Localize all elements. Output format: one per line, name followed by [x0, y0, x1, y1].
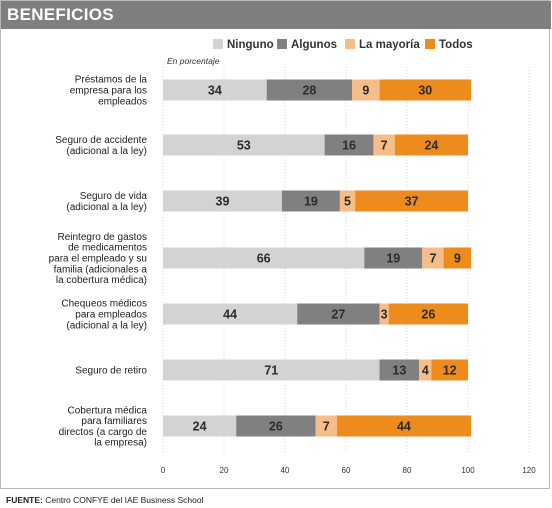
data-label: 30: [418, 84, 432, 98]
bars: 34 28 9 30 53 16 7 24 39 19 5 37 66 19 7 9 44 27 3 26 71 13 4 1…: [163, 79, 472, 437]
bar-segment: [373, 134, 395, 156]
data-label: 26: [421, 308, 435, 322]
bar-segment: [394, 134, 468, 156]
data-label: 24: [424, 139, 438, 153]
data-label: 4: [422, 364, 429, 378]
bar-segment: [336, 415, 472, 437]
legend: Ninguno Algunos La mayoría Todos: [213, 39, 473, 51]
x-tick-label: 20: [220, 466, 229, 475]
x-tick-label: 80: [403, 466, 412, 475]
data-label: 71: [264, 364, 278, 378]
category-label: Reintegro de gastos de medicamentos para e…: [49, 232, 148, 286]
x-tick-label: 60: [342, 466, 351, 475]
data-label: 66: [257, 252, 271, 266]
category-label: Chequeos médicos para empleados (adicional…: [61, 299, 147, 332]
data-label: 19: [386, 252, 400, 266]
data-label: 44: [223, 308, 237, 322]
bar-segment: [419, 359, 432, 381]
data-label: 7: [429, 252, 436, 266]
data-label: 7: [381, 139, 388, 153]
bar-segment: [163, 247, 365, 269]
legend-swatch: [277, 39, 287, 49]
bar-segment: [236, 415, 316, 437]
data-label: 37: [405, 195, 419, 209]
bar-segment: [324, 134, 374, 156]
bar-segment: [281, 190, 340, 212]
bar-segment: [352, 79, 380, 101]
legend-label: Algunos: [291, 39, 337, 51]
bar-segment: [297, 303, 380, 325]
legend-label: Ninguno: [227, 39, 274, 51]
chart-frame: BENEFICIOS Ninguno Algunos La mayoría Todos…: [0, 0, 551, 489]
bar-segment: [431, 359, 468, 381]
data-label: 5: [344, 195, 351, 209]
bar-segment: [315, 415, 337, 437]
bar-segment: [422, 247, 444, 269]
bar-segment: [339, 190, 356, 212]
bar-segment: [266, 79, 353, 101]
data-label: 13: [392, 364, 406, 378]
category-labels: Préstamos de la empresa para los empleados…: [49, 75, 148, 449]
data-label: 19: [304, 195, 318, 209]
data-label: 9: [454, 252, 461, 266]
data-label: 27: [331, 308, 345, 322]
data-label: 3: [381, 308, 388, 322]
bar-segment: [379, 303, 389, 325]
bar-segment: [388, 303, 468, 325]
data-label: 12: [443, 364, 457, 378]
data-label: 24: [193, 420, 207, 434]
data-label: 7: [323, 420, 330, 434]
bar-segment: [379, 79, 472, 101]
bar-segment: [364, 247, 423, 269]
bar-segment: [163, 359, 380, 381]
x-axis-ticks: 0 20 40 60 80 100 120: [161, 466, 536, 475]
data-label: 39: [216, 195, 230, 209]
category-label: Cobertura médica para familiares directos …: [59, 405, 148, 448]
bar-segment: [163, 303, 298, 325]
bar-segment: [163, 190, 282, 212]
legend-label: La mayoría: [359, 39, 420, 51]
bar-segment: [163, 79, 267, 101]
data-label: 44: [397, 420, 411, 434]
legend-swatch: [345, 39, 355, 49]
source-text: Centro CONFYE del IAE Business School: [45, 495, 204, 505]
legend-label: Todos: [439, 39, 473, 51]
bar-segment: [443, 247, 472, 269]
category-label: Préstamos de la empresa para los empleados: [70, 75, 148, 108]
header-bar: BENEFICIOS: [1, 1, 551, 29]
x-tick-label: 120: [522, 466, 536, 475]
data-label: 28: [302, 84, 316, 98]
bar-segment: [379, 359, 420, 381]
category-label: Seguro de retiro: [75, 366, 147, 377]
unit-note: En porcentaje: [167, 56, 220, 66]
chart-title: BENEFICIOS: [7, 5, 114, 24]
data-label: 34: [208, 84, 222, 98]
data-label: 53: [237, 139, 251, 153]
legend-swatch: [425, 39, 435, 49]
data-label: 26: [269, 420, 283, 434]
source-note: FUENTE: Centro CONFYE del IAE Business S…: [6, 495, 203, 505]
bar-segment: [163, 415, 237, 437]
stacked-bar-chart: Ninguno Algunos La mayoría Todos En porcent…: [49, 39, 536, 475]
data-label: 16: [342, 139, 356, 153]
bar-segment: [163, 134, 325, 156]
legend-swatch: [213, 39, 223, 49]
source-label: FUENTE:: [6, 495, 43, 505]
bar-segment: [355, 190, 468, 212]
x-tick-label: 100: [461, 466, 475, 475]
data-label: 9: [362, 84, 369, 98]
category-label: Seguro de accidente (adicional a la ley): [55, 135, 147, 157]
category-label: Seguro de vida (adicional a la ley): [66, 191, 147, 213]
x-tick-label: 0: [161, 466, 166, 475]
x-tick-label: 40: [281, 466, 290, 475]
